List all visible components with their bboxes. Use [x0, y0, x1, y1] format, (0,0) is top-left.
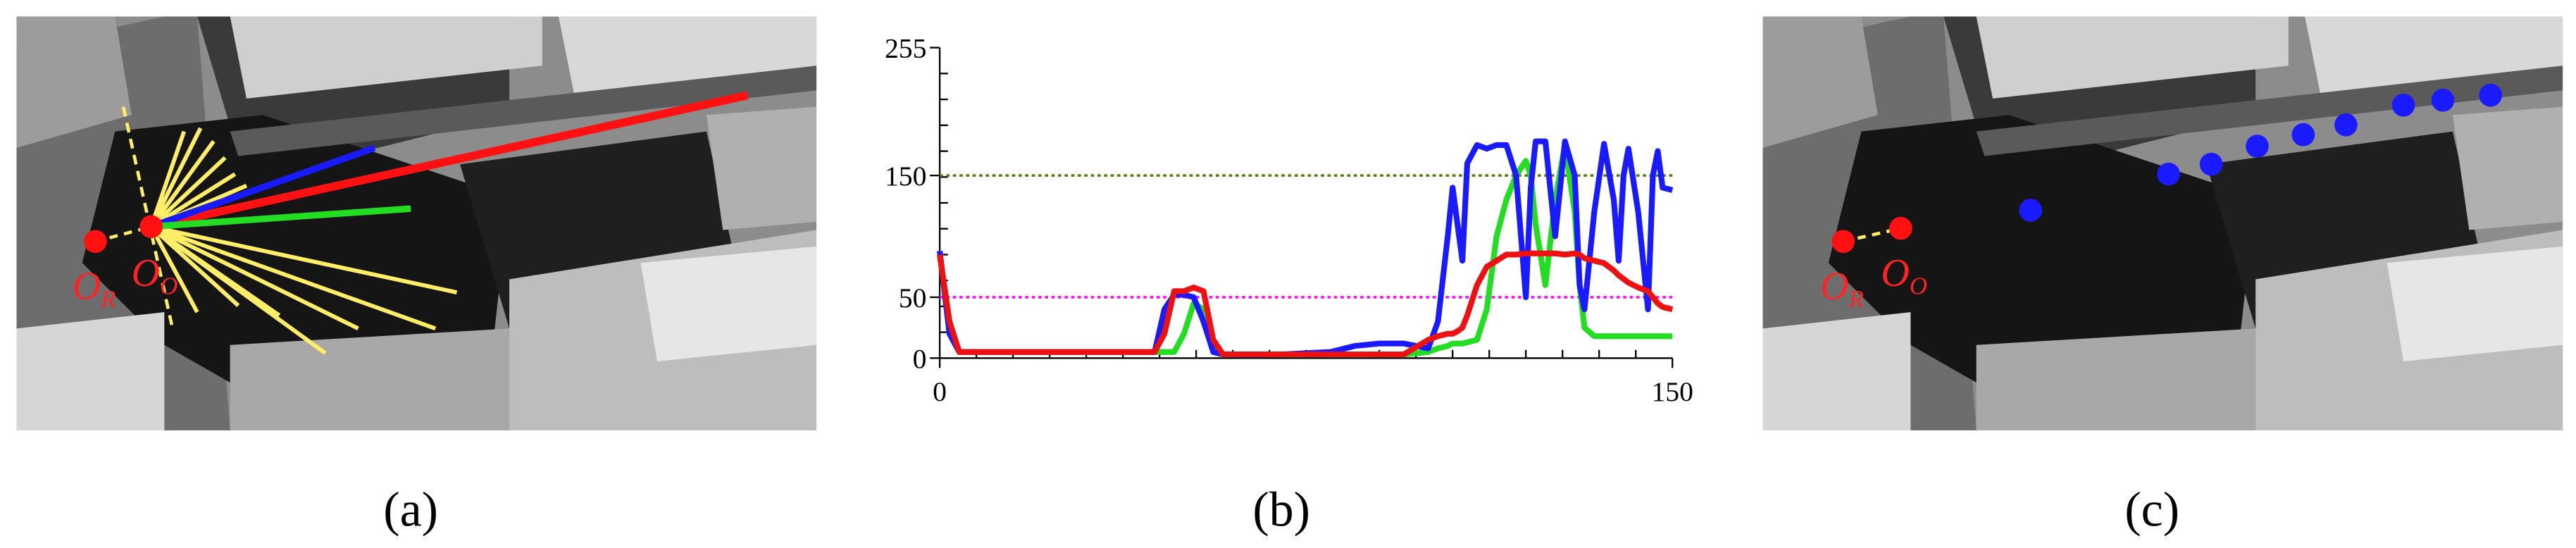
point-or: [84, 230, 107, 254]
label-or: OR: [73, 264, 116, 313]
y-tick-label: 0: [913, 343, 927, 374]
series-line: [937, 142, 1673, 358]
label-or: OR: [1820, 264, 1864, 313]
panel-label: (a): [383, 482, 438, 537]
aerial-image-a: OR OO: [16, 16, 817, 431]
series-line: [937, 138, 1674, 358]
green-ray: [151, 205, 411, 230]
blue-points: [2019, 83, 2502, 222]
series-line: [937, 250, 1674, 358]
x-tick-label: 0: [933, 376, 947, 407]
label-oo: OO: [132, 251, 178, 300]
chart-b: 0 50 150 255 0 150: [885, 33, 1693, 407]
point-or: [1831, 230, 1855, 254]
panel-label: (c): [2124, 482, 2179, 537]
y-tick-label: 50: [899, 282, 927, 313]
aerial-image-c: OR OO: [1762, 16, 2563, 431]
blue-ray: [150, 144, 376, 230]
x-tick-label: 150: [1652, 376, 1693, 407]
y-tick-label: 150: [885, 161, 926, 192]
point-oo: [1889, 216, 1912, 240]
dashed-axis: [121, 106, 175, 329]
panel-label: (b): [1252, 482, 1310, 537]
red-ray: [150, 91, 749, 231]
label-oo: OO: [1881, 251, 1927, 300]
y-tick-label: 255: [885, 33, 926, 64]
point-oo: [139, 215, 163, 239]
